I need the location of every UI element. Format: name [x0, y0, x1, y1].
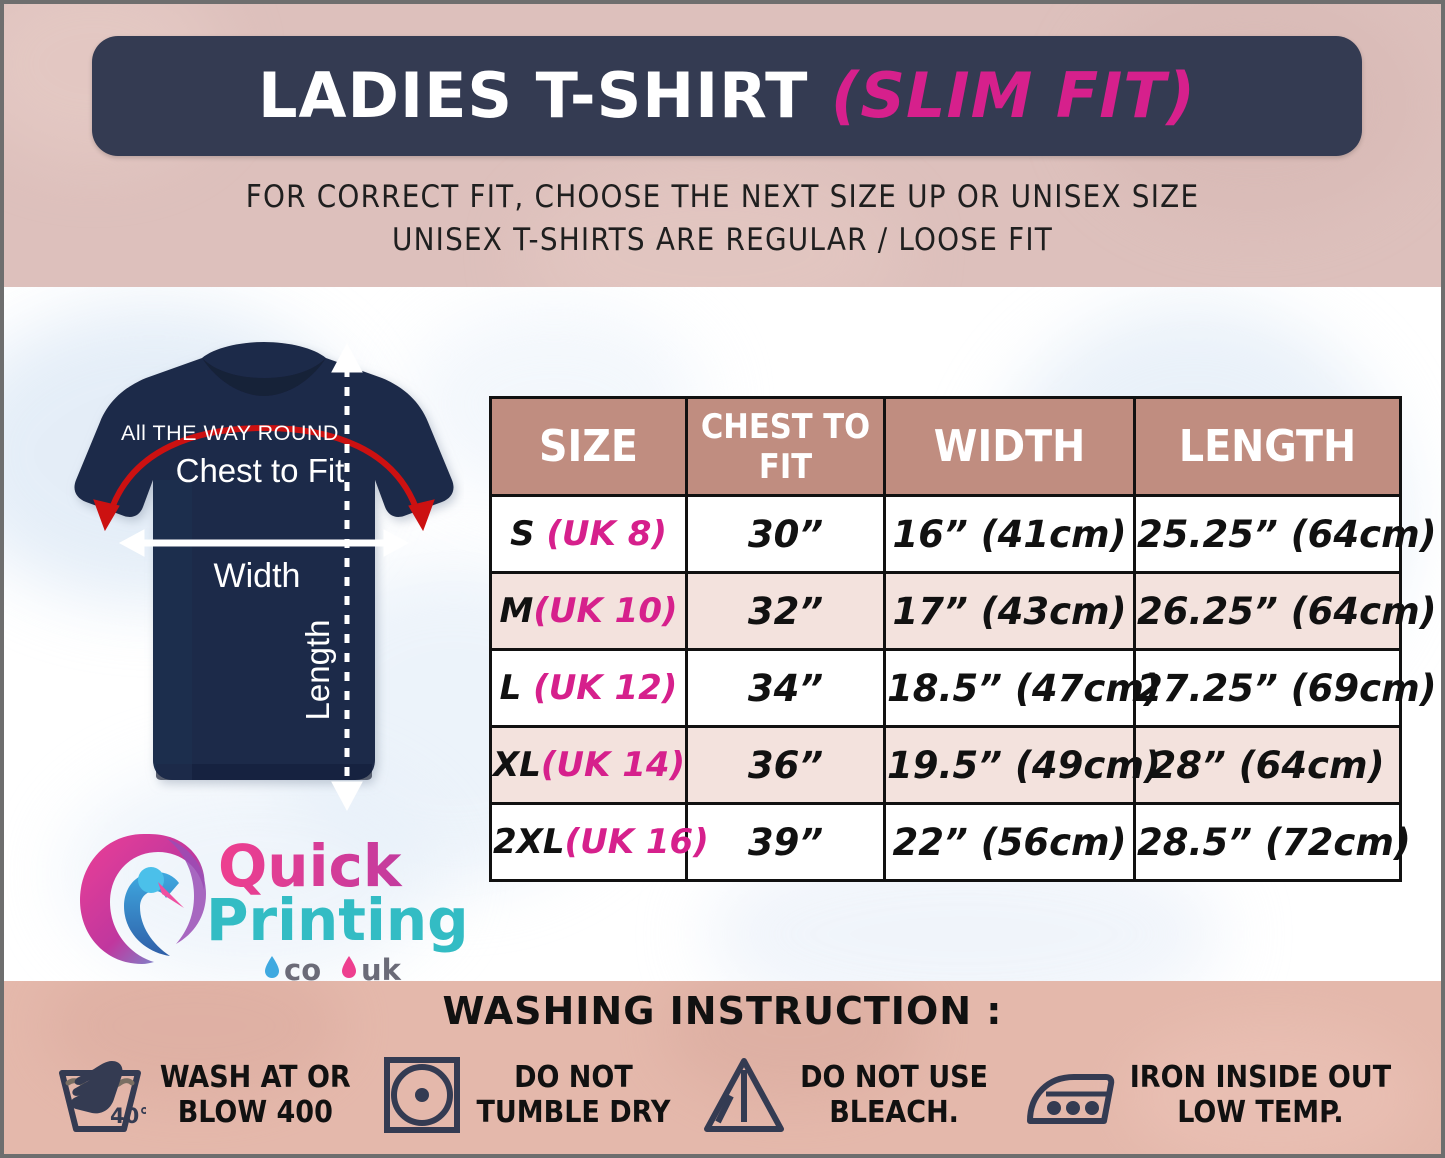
- table-header-row: SIZE CHEST TO FIT WIDTH LENGTH: [489, 396, 1402, 497]
- iron-low-temp-icon: [1020, 1061, 1116, 1129]
- washing-item: DO NOT USE BLEACH.: [702, 1056, 988, 1134]
- length-arrow: [331, 342, 363, 812]
- size-label: 2XL: [493, 822, 565, 862]
- svg-text:40°: 40°: [110, 1104, 146, 1128]
- cell-size: L (UK 12): [489, 648, 688, 728]
- washing-instructions-band: WASHING INSTRUCTION : 40° WASH AT OR BLO…: [4, 981, 1441, 1154]
- title-main-text: LADIES T-SHIRT: [258, 59, 832, 132]
- title-banner: LADIES T-SHIRT (SLIM FIT): [92, 36, 1362, 156]
- washing-instruction-title: WASHING INSTRUCTION :: [442, 989, 1003, 1033]
- washing-line-2: BLEACH.: [829, 1095, 959, 1130]
- size-label: S: [510, 514, 547, 554]
- column-header-size: SIZE: [489, 396, 688, 497]
- washing-item-label: IRON INSIDE OUT LOW TEMP.: [1130, 1060, 1391, 1131]
- quick-printing-logo: Quick Printing co uk: [66, 822, 466, 997]
- cell-length: 25.25” (64cm): [1133, 494, 1437, 574]
- table-row: XL(UK 14) 36” 19.5” (49cm) 28” (64cm): [489, 725, 1402, 805]
- washing-line-2: BLOW 400: [177, 1095, 333, 1130]
- cell-chest: 32”: [685, 571, 886, 651]
- cell-size: S (UK 8): [489, 494, 688, 574]
- washing-line-2: LOW TEMP.: [1177, 1095, 1344, 1130]
- washing-item: 40° WASH AT OR BLOW 400: [54, 1053, 351, 1137]
- uk-size-label: (UK 10): [533, 591, 678, 631]
- logo-word-printing: Printing: [206, 886, 466, 954]
- size-label: L: [499, 668, 534, 708]
- no-bleach-icon: [702, 1056, 786, 1134]
- washing-item: IRON INSIDE OUT LOW TEMP.: [1020, 1060, 1391, 1131]
- cell-size: XL(UK 14): [489, 725, 688, 805]
- size-label: M: [499, 591, 534, 631]
- washing-line-1: DO NOT: [514, 1059, 633, 1095]
- size-chart-table: SIZE CHEST TO FIT WIDTH LENGTH S (UK 8) …: [489, 396, 1437, 882]
- cell-length: 26.25” (64cm): [1133, 571, 1437, 651]
- column-header-width: WIDTH: [883, 396, 1136, 497]
- label-chest-to-fit: Chest to Fit: [176, 452, 345, 489]
- column-header-chest: CHEST TO FIT: [685, 396, 886, 497]
- subtitle-line-2: UNISEX T-SHIRTS ARE REGULAR / LOOSE FIT: [391, 221, 1053, 258]
- table-row: L (UK 12) 34” 18.5” (47cm) 27.25” (69cm): [489, 648, 1437, 728]
- logo-swan-icon: [80, 834, 206, 964]
- table-row: S (UK 8) 30” 16” (41cm) 25.25” (64cm): [489, 494, 1437, 574]
- washing-item: DO NOT TUMBLE DRY: [382, 1055, 670, 1135]
- cell-width: 17” (43cm): [883, 571, 1136, 651]
- table-row: 2XL(UK 16) 39” 22” (56cm) 28.5” (72cm): [489, 802, 1411, 882]
- cell-length: 28” (64cm): [1133, 725, 1402, 805]
- cell-width: 22” (56cm): [883, 802, 1136, 882]
- cell-chest: 36”: [685, 725, 886, 805]
- cell-length: 28.5” (72cm): [1133, 802, 1411, 882]
- washing-line-1: IRON INSIDE OUT: [1129, 1059, 1392, 1095]
- title-accent-text: (SLIM FIT): [831, 59, 1196, 132]
- uk-size-label: (UK 16): [564, 822, 709, 862]
- cell-width: 16” (41cm): [883, 494, 1136, 574]
- chest-arc-arrow: [93, 424, 435, 532]
- logo-word-quick: Quick: [218, 832, 403, 900]
- tshirt-illustration: All THE WAY ROUND Chest to Fit Width Len…: [64, 340, 464, 818]
- no-tumble-dry-icon: [382, 1055, 462, 1135]
- page-title: LADIES T-SHIRT (SLIM FIT): [258, 65, 1196, 127]
- subtitle-line-1: FOR CORRECT FIT, CHOOSE THE NEXT SIZE UP…: [245, 179, 1200, 215]
- label-all-the-way-round: All THE WAY ROUND: [121, 421, 339, 445]
- washing-item-label: WASH AT OR BLOW 400: [160, 1060, 351, 1131]
- cell-size: 2XL(UK 16): [489, 802, 709, 882]
- cell-chest: 30”: [685, 494, 886, 574]
- label-width: Width: [214, 557, 301, 595]
- cell-length: 27.25” (69cm): [1133, 648, 1437, 728]
- cell-width: 18.5” (47cm): [883, 648, 1161, 728]
- uk-size-label: (UK 12): [533, 668, 678, 708]
- table-row: M(UK 10) 32” 17” (43cm) 26.25” (64cm): [489, 571, 1437, 651]
- label-length: Length: [299, 620, 336, 721]
- cell-width: 19.5” (49cm): [883, 725, 1161, 805]
- washing-line-2: TUMBLE DRY: [476, 1095, 671, 1130]
- washing-line-1: DO NOT USE: [800, 1059, 988, 1095]
- uk-size-label: (UK 14): [540, 745, 686, 785]
- size-label: XL: [493, 745, 541, 785]
- subtitle-block: FOR CORRECT FIT, CHOOSE THE NEXT SIZE UP…: [4, 176, 1441, 262]
- washing-line-1: WASH AT OR: [159, 1059, 351, 1095]
- column-header-length: LENGTH: [1133, 396, 1402, 497]
- washing-icon-row: 40° WASH AT OR BLOW 400: [4, 1041, 1441, 1149]
- washing-item-label: DO NOT USE BLEACH.: [800, 1060, 988, 1131]
- cell-chest: 39”: [685, 802, 886, 882]
- cell-chest: 34”: [685, 648, 886, 728]
- uk-size-label: (UK 8): [546, 514, 667, 554]
- hand-wash-40-icon: 40°: [54, 1053, 146, 1137]
- cell-size: M(UK 10): [489, 571, 688, 651]
- tshirt-shape: [74, 342, 454, 780]
- washing-item-label: DO NOT TUMBLE DRY: [476, 1060, 670, 1131]
